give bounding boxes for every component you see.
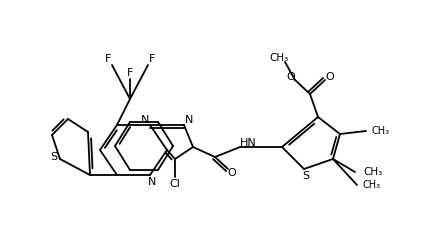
Text: CH₃: CH₃ xyxy=(269,53,288,63)
Text: CH₃: CH₃ xyxy=(362,167,381,177)
Text: S: S xyxy=(50,152,58,162)
Text: N: N xyxy=(141,115,149,125)
Text: CH₃: CH₃ xyxy=(371,126,389,136)
Text: Cl: Cl xyxy=(169,179,180,189)
Text: F: F xyxy=(104,54,111,64)
Text: HN: HN xyxy=(239,138,256,148)
Text: F: F xyxy=(148,54,155,64)
Text: N: N xyxy=(184,115,193,125)
Text: S: S xyxy=(302,171,309,181)
Text: O: O xyxy=(227,168,236,178)
Text: F: F xyxy=(126,68,133,78)
Text: CH₃: CH₃ xyxy=(362,180,380,190)
Text: O: O xyxy=(286,72,295,82)
Text: O: O xyxy=(325,72,334,82)
Text: N: N xyxy=(147,177,156,187)
